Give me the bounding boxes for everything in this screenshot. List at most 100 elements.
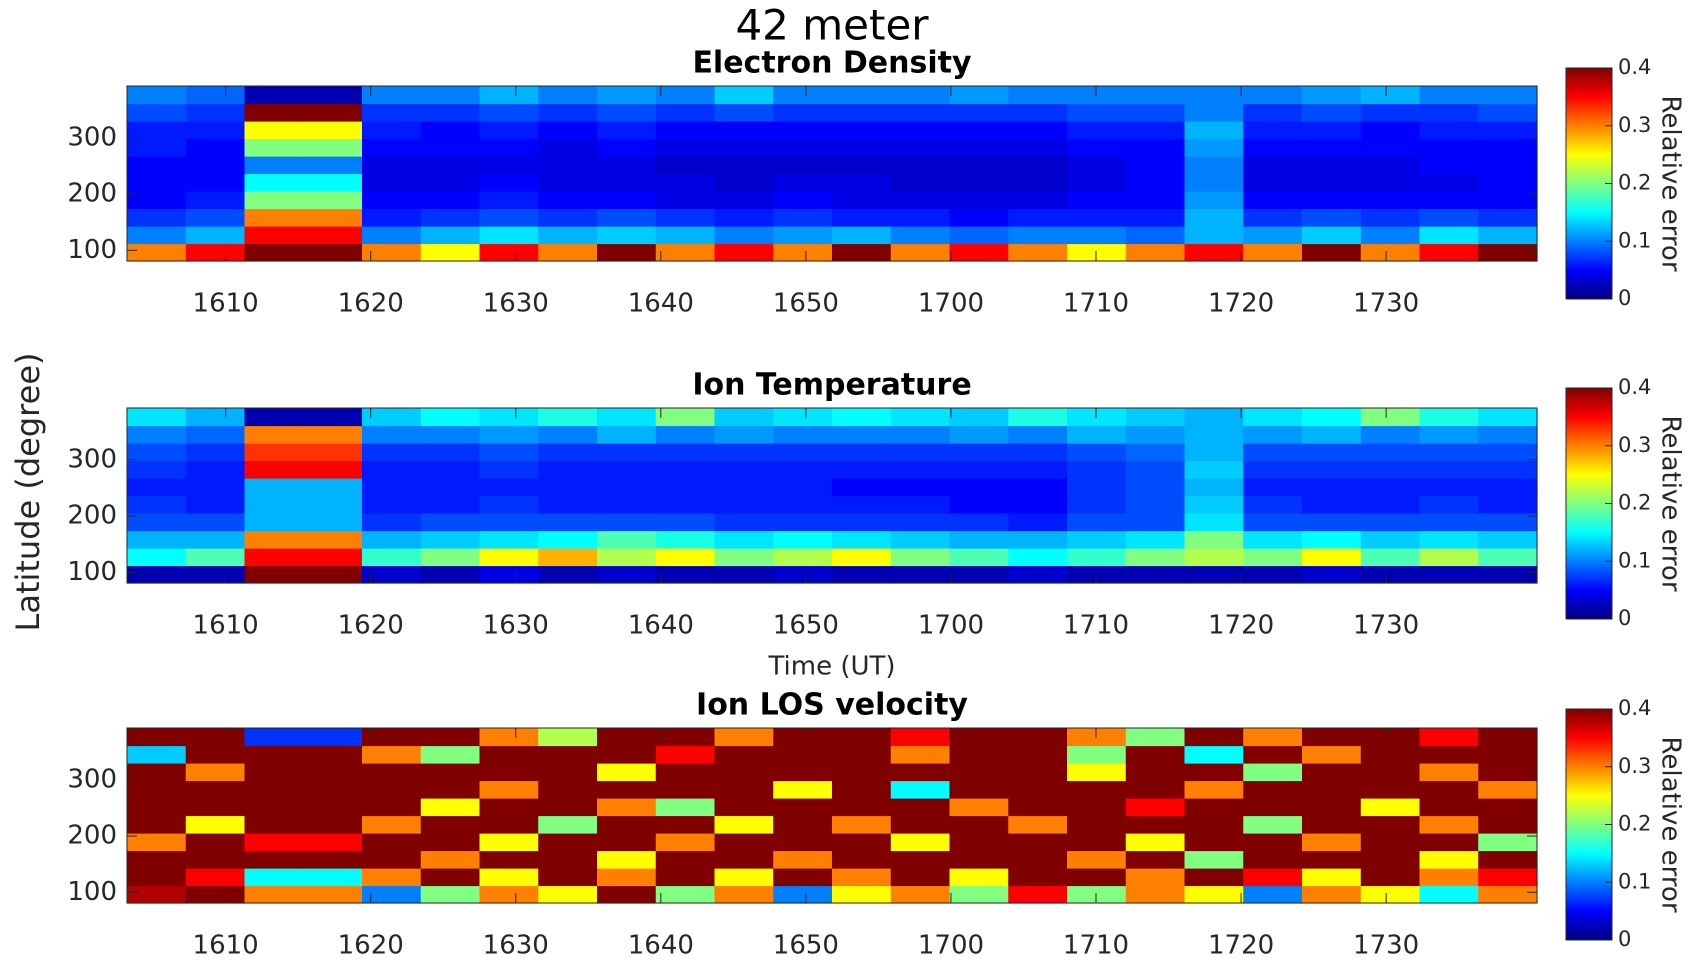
heatmap-cell (1067, 138, 1127, 157)
heatmap-cell (1067, 885, 1127, 904)
heatmap-cell (1360, 763, 1421, 782)
heatmap-cell (244, 548, 304, 567)
heatmap-cell (1125, 460, 1186, 479)
heatmap-cell (832, 408, 892, 427)
heatmap-cell (479, 208, 539, 227)
heatmap-cell (949, 408, 1009, 427)
colorbar-tick-label: 0.4 (1618, 696, 1651, 720)
heatmap-cell (655, 763, 716, 782)
heatmap-cell (185, 173, 246, 192)
heatmap-cell (773, 156, 833, 175)
heatmap-cell (714, 798, 774, 817)
heatmap-cell (1419, 138, 1479, 157)
heatmap-cell (1184, 86, 1244, 105)
x-tick-label: 1630 (483, 611, 549, 641)
heatmap-cell (244, 226, 304, 245)
x-tick-label: 1720 (1208, 289, 1274, 319)
heatmap-cell (420, 156, 481, 175)
heatmap-cell (714, 243, 774, 262)
heatmap-cell (1419, 191, 1479, 210)
heatmap-cell (244, 885, 304, 904)
heatmap-cell (1008, 763, 1068, 782)
heatmap-cell (890, 798, 951, 817)
heatmap-cell (773, 548, 833, 567)
heatmap-cell (362, 226, 422, 245)
heatmap-cell (127, 408, 187, 427)
heatmap-cell (832, 460, 892, 479)
heatmap-cell (832, 208, 892, 227)
heatmap-cell (890, 868, 951, 887)
heatmap-cell (1125, 728, 1186, 747)
heatmap-cell (1478, 513, 1538, 532)
heatmap-cell (1419, 745, 1479, 764)
heatmap-cell (1243, 530, 1303, 549)
heatmap-cell (655, 565, 716, 584)
heatmap-cell (1008, 443, 1068, 462)
heatmap-cell (185, 425, 246, 444)
heatmap-cell (655, 833, 716, 852)
x-tick-label: 1640 (628, 289, 694, 319)
heatmap-cell (185, 156, 246, 175)
heatmap-cell (1067, 530, 1127, 549)
heatmap-cell (655, 173, 716, 192)
heatmap-cell (1125, 530, 1186, 549)
heatmap-cell (1067, 103, 1127, 122)
heatmap-cell (890, 763, 951, 782)
heatmap-cell (479, 728, 539, 747)
x-tick-label: 1620 (338, 289, 404, 319)
heatmap-cell (538, 478, 598, 497)
heatmap-cell (773, 478, 833, 497)
heatmap-cell (655, 850, 716, 869)
heatmap-cell (949, 443, 1009, 462)
heatmap-cell (597, 565, 657, 584)
heatmap-cell (303, 443, 363, 462)
heatmap-cell (773, 425, 833, 444)
heatmap-cell (1125, 121, 1186, 140)
heatmap-cell (773, 103, 833, 122)
heatmap-cell (1067, 121, 1127, 140)
heatmap-cell (890, 460, 951, 479)
heatmap-cell (773, 121, 833, 140)
heatmap-cell (1419, 460, 1479, 479)
heatmap-cell (1360, 478, 1421, 497)
heatmap-cell (1419, 156, 1479, 175)
heatmap-cell (1419, 408, 1479, 427)
heatmap-cell (1302, 495, 1362, 514)
heatmap-cell (303, 226, 363, 245)
heatmap-cell (1302, 868, 1362, 887)
heatmap-cell (538, 798, 598, 817)
heatmap-cell (244, 460, 304, 479)
heatmap-cell (185, 513, 246, 532)
heatmap-cell (185, 495, 246, 514)
heatmap-cell (1243, 156, 1303, 175)
heatmap-cell (890, 86, 951, 105)
heatmap-cell (1008, 530, 1068, 549)
heatmap-cell (890, 850, 951, 869)
heatmap-cell (244, 478, 304, 497)
heatmap-cell (127, 226, 187, 245)
axes-frame (126, 85, 1538, 262)
heatmap-cell (127, 103, 187, 122)
x-tick-label: 1710 (1063, 611, 1129, 641)
heatmap-cell (655, 495, 716, 514)
heatmap-cell (773, 798, 833, 817)
heatmap-cell (1419, 548, 1479, 567)
heatmap-cell (362, 460, 422, 479)
heatmap-cell (949, 121, 1009, 140)
heatmap-cell (1243, 425, 1303, 444)
heatmap-cell (127, 138, 187, 157)
heatmap-cell (479, 173, 539, 192)
colorbar-label: Relative error (1656, 736, 1686, 912)
heatmap-cell (597, 815, 657, 834)
heatmap-cell (1478, 763, 1538, 782)
heatmap-cell (127, 425, 187, 444)
heatmap-cell (127, 443, 187, 462)
x-tick-label: 1700 (918, 289, 984, 319)
heatmap-cell (1008, 103, 1068, 122)
heatmap-cell (185, 138, 246, 157)
heatmap-cell (832, 833, 892, 852)
heatmap-cell (303, 885, 363, 904)
heatmap-cell (1419, 885, 1479, 904)
heatmap-cell (479, 191, 539, 210)
